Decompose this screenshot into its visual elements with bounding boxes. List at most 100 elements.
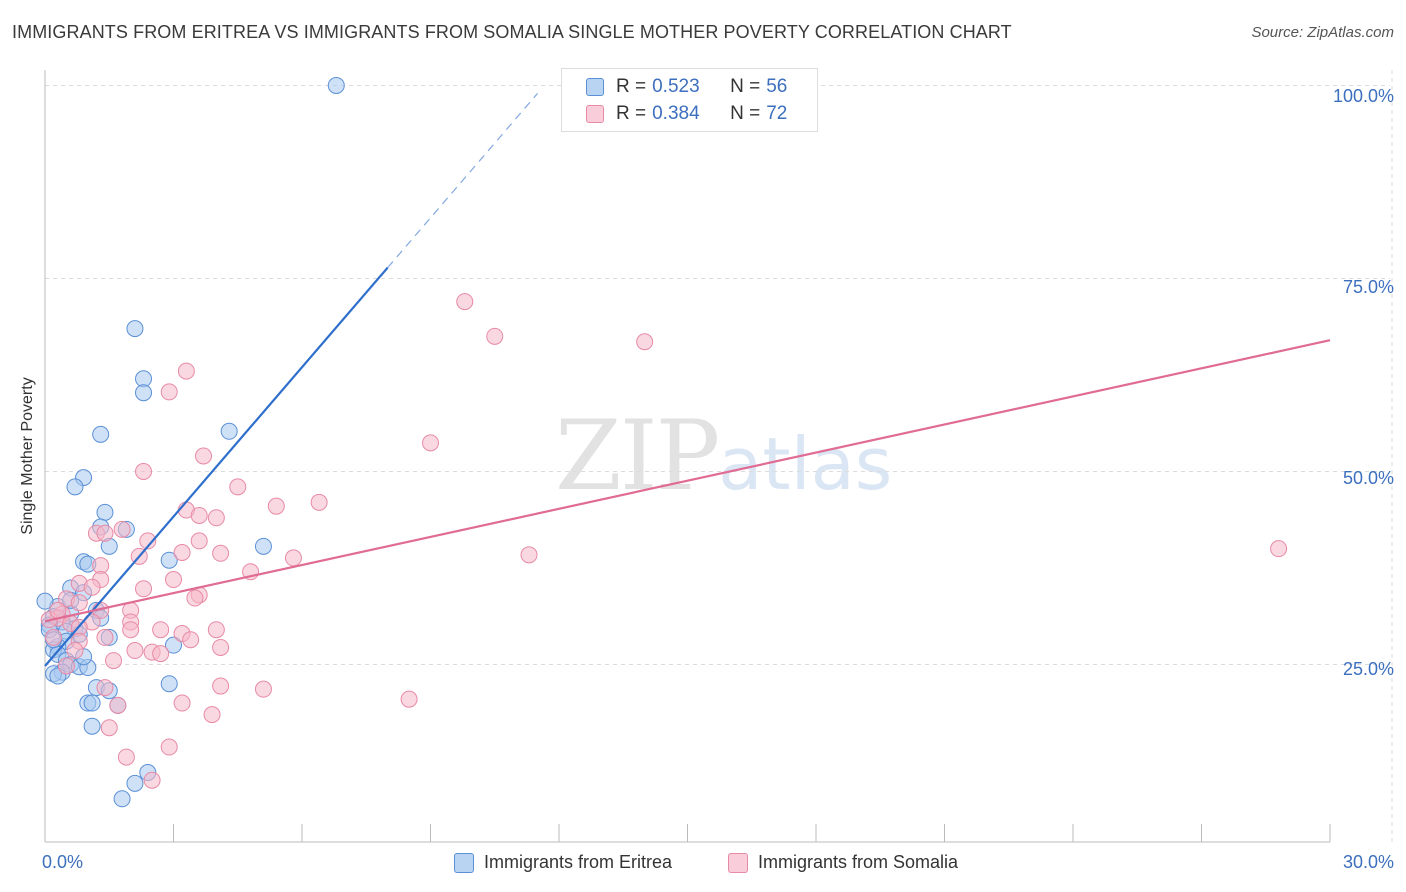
trend-line-eritrea <box>44 266 389 667</box>
point-somalia-44 <box>122 621 140 639</box>
point-somalia-35 <box>70 594 88 612</box>
legend-swatch-eritrea <box>454 852 474 873</box>
point-eritrea-51 <box>36 592 54 610</box>
trend-line-eritrea-extrapolated <box>387 92 539 269</box>
point-somalia-68 <box>117 748 135 766</box>
point-eritrea-4 <box>220 422 238 440</box>
legend-n-label: N = <box>730 103 761 124</box>
point-somalia-64 <box>109 696 127 714</box>
point-somalia-5 <box>422 434 439 452</box>
point-somalia-9 <box>310 493 328 511</box>
point-somalia-3 <box>177 362 195 380</box>
point-eritrea-5 <box>92 425 110 443</box>
y-tick-label-50: 50.0% <box>1342 468 1394 488</box>
point-somalia-30 <box>135 580 153 598</box>
point-somalia-24 <box>284 549 302 567</box>
point-eritrea-45 <box>83 694 101 712</box>
point-somalia-18 <box>190 532 208 550</box>
legend-r-value: 0.523 <box>652 76 700 97</box>
point-somalia-60 <box>212 677 230 695</box>
point-somalia-50 <box>182 631 200 649</box>
point-somalia-17 <box>139 532 157 550</box>
legend-row-somalia: R = 0.384 N = 72 <box>586 102 787 126</box>
point-somalia-62 <box>400 690 418 708</box>
legend-item-somalia: Immigrants from Somalia <box>728 852 958 873</box>
point-somalia-54 <box>126 642 144 660</box>
x-tick-label-max: 30.0% <box>1342 852 1394 872</box>
point-somalia-67 <box>160 738 178 756</box>
point-somalia-22 <box>212 544 230 562</box>
point-eritrea-47 <box>83 717 101 735</box>
point-somalia-7 <box>135 462 153 480</box>
point-somalia-12 <box>190 506 208 524</box>
y-tick-label-100: 100.0% <box>1332 86 1394 106</box>
chart-title: IMMIGRANTS FROM ERITREA VS IMMIGRANTS FR… <box>12 22 1012 42</box>
legend-r-label: R = <box>616 76 647 97</box>
y-tick-label-25: 25.0% <box>1342 659 1394 679</box>
y-tick-label-75: 75.0% <box>1342 277 1394 297</box>
point-somalia-10 <box>267 497 285 515</box>
chart-source: Source: ZipAtlas.com <box>1251 24 1394 41</box>
point-eritrea-8 <box>96 503 114 521</box>
point-somalia-65 <box>203 706 221 724</box>
point-somalia-16 <box>96 524 114 542</box>
legend-label-eritrea: Immigrants from Eritrea <box>484 852 673 872</box>
point-somalia-69 <box>143 771 161 789</box>
legend-swatch-somalia <box>586 105 604 123</box>
point-somalia-31 <box>83 578 101 596</box>
legend-label-somalia: Immigrants from Somalia <box>758 852 959 872</box>
legend-r-label: R = <box>616 103 647 124</box>
point-somalia-56 <box>152 645 170 663</box>
point-eritrea-50 <box>113 790 131 808</box>
point-eritrea-41 <box>160 675 178 693</box>
point-eritrea-15 <box>160 551 178 569</box>
point-eritrea-11 <box>254 537 272 555</box>
point-somalia-27 <box>165 571 182 589</box>
legend-n-value: 72 <box>766 103 788 124</box>
point-somalia-14 <box>113 520 131 538</box>
point-somalia-71 <box>49 601 67 619</box>
point-eritrea-1 <box>126 320 144 338</box>
point-somalia-4 <box>160 383 178 401</box>
point-somalia-2 <box>636 333 654 351</box>
legend-swatch-eritrea <box>586 78 604 96</box>
legend-item-eritrea: Immigrants from Eritrea <box>454 852 672 873</box>
point-somalia-6 <box>194 447 212 465</box>
point-eritrea-49 <box>126 774 144 792</box>
trend-line-somalia <box>44 339 1331 623</box>
grid-lines <box>45 70 1393 842</box>
legend-row-eritrea: R = 0.523 N = 56 <box>586 75 787 99</box>
axes <box>44 70 1331 843</box>
point-somalia-58 <box>57 657 75 675</box>
point-somalia-8 <box>229 478 247 496</box>
point-somalia-57 <box>105 652 123 670</box>
point-somalia-63 <box>173 694 191 712</box>
point-somalia-49 <box>45 628 63 646</box>
point-somalia-33 <box>186 589 204 607</box>
point-eritrea-3 <box>135 384 153 402</box>
point-eritrea-0 <box>327 76 345 94</box>
point-eritrea-7 <box>66 478 84 496</box>
legend-r-value: 0.384 <box>652 103 700 124</box>
point-eritrea-31 <box>165 636 182 654</box>
point-somalia-53 <box>66 642 84 660</box>
point-somalia-59 <box>96 679 114 697</box>
series-legend: Immigrants from Eritrea Immigrants from … <box>0 852 1406 878</box>
point-somalia-46 <box>207 621 225 639</box>
point-somalia-61 <box>254 680 272 698</box>
point-somalia-48 <box>96 628 114 646</box>
point-somalia-52 <box>212 638 230 656</box>
point-somalia-19 <box>1270 540 1288 558</box>
point-somalia-13 <box>207 509 225 527</box>
point-somalia-20 <box>520 546 538 564</box>
series-eritrea-points <box>36 76 345 808</box>
x-tick-label-min: 0.0% <box>42 852 84 872</box>
point-somalia-66 <box>100 719 118 737</box>
legend-n-value: 56 <box>766 76 788 97</box>
point-somalia-45 <box>152 621 170 639</box>
correlation-legend: R = 0.523 N = 56 R = 0.384 N = 72 <box>561 68 818 132</box>
trend-lines <box>44 92 1331 667</box>
legend-swatch-somalia <box>728 852 748 873</box>
series-somalia-points <box>40 293 1288 789</box>
point-somalia-21 <box>173 544 191 561</box>
